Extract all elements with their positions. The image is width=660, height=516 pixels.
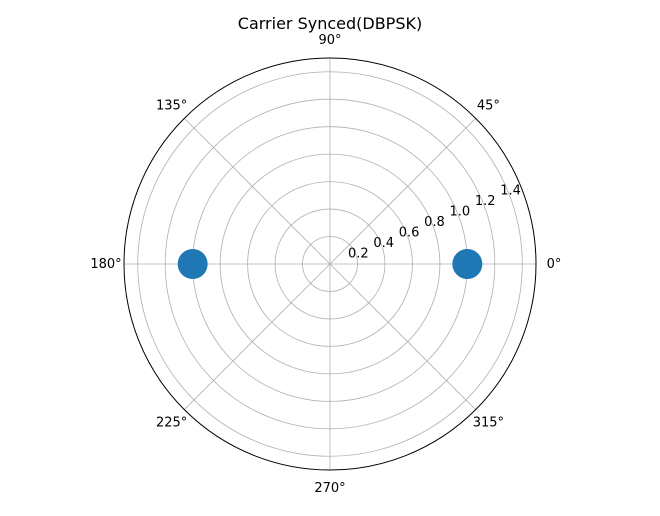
radial-tick-label-1: 0.4 <box>373 236 394 251</box>
angular-tick-label-6: 270° <box>314 481 345 496</box>
angular-gridlines <box>124 58 536 470</box>
angular-tick-labels: 0° 45° 90° 135° 180° 225° 270° 315° <box>90 33 561 496</box>
radial-tick-label-0: 0.2 <box>348 246 369 261</box>
angular-tick-label-0: 0° <box>547 257 562 272</box>
radial-tick-label-5: 1.2 <box>475 194 496 209</box>
polar-outer-spine <box>123 57 537 471</box>
data-point-0-1 <box>177 249 208 279</box>
angular-tick-label-4: 180° <box>90 257 121 272</box>
radial-tick-labels: 0.2 0.4 0.6 0.8 1.0 1.2 1.4 <box>348 183 521 261</box>
angular-tick-label-1: 45° <box>477 99 500 114</box>
angular-tick-label-2: 90° <box>318 33 341 48</box>
angular-gridline-5 <box>184 263 331 410</box>
radial-tick-label-2: 0.6 <box>399 225 420 240</box>
angular-gridline-3 <box>184 118 331 265</box>
data-point-0-0 <box>452 249 483 279</box>
radial-tick-label-6: 1.4 <box>500 183 521 198</box>
angular-gridline-7 <box>329 263 476 410</box>
angular-tick-label-7: 315° <box>473 415 504 430</box>
angular-gridline-1 <box>329 118 476 265</box>
chart-title: Carrier Synced(DBPSK) <box>238 14 422 33</box>
radial-tick-label-4: 1.0 <box>450 204 471 219</box>
data-points <box>177 249 483 279</box>
angular-tick-label-3: 135° <box>156 99 187 114</box>
radial-tick-label-3: 0.8 <box>424 215 445 230</box>
polar-frame <box>123 57 537 471</box>
angular-tick-label-5: 225° <box>156 415 187 430</box>
